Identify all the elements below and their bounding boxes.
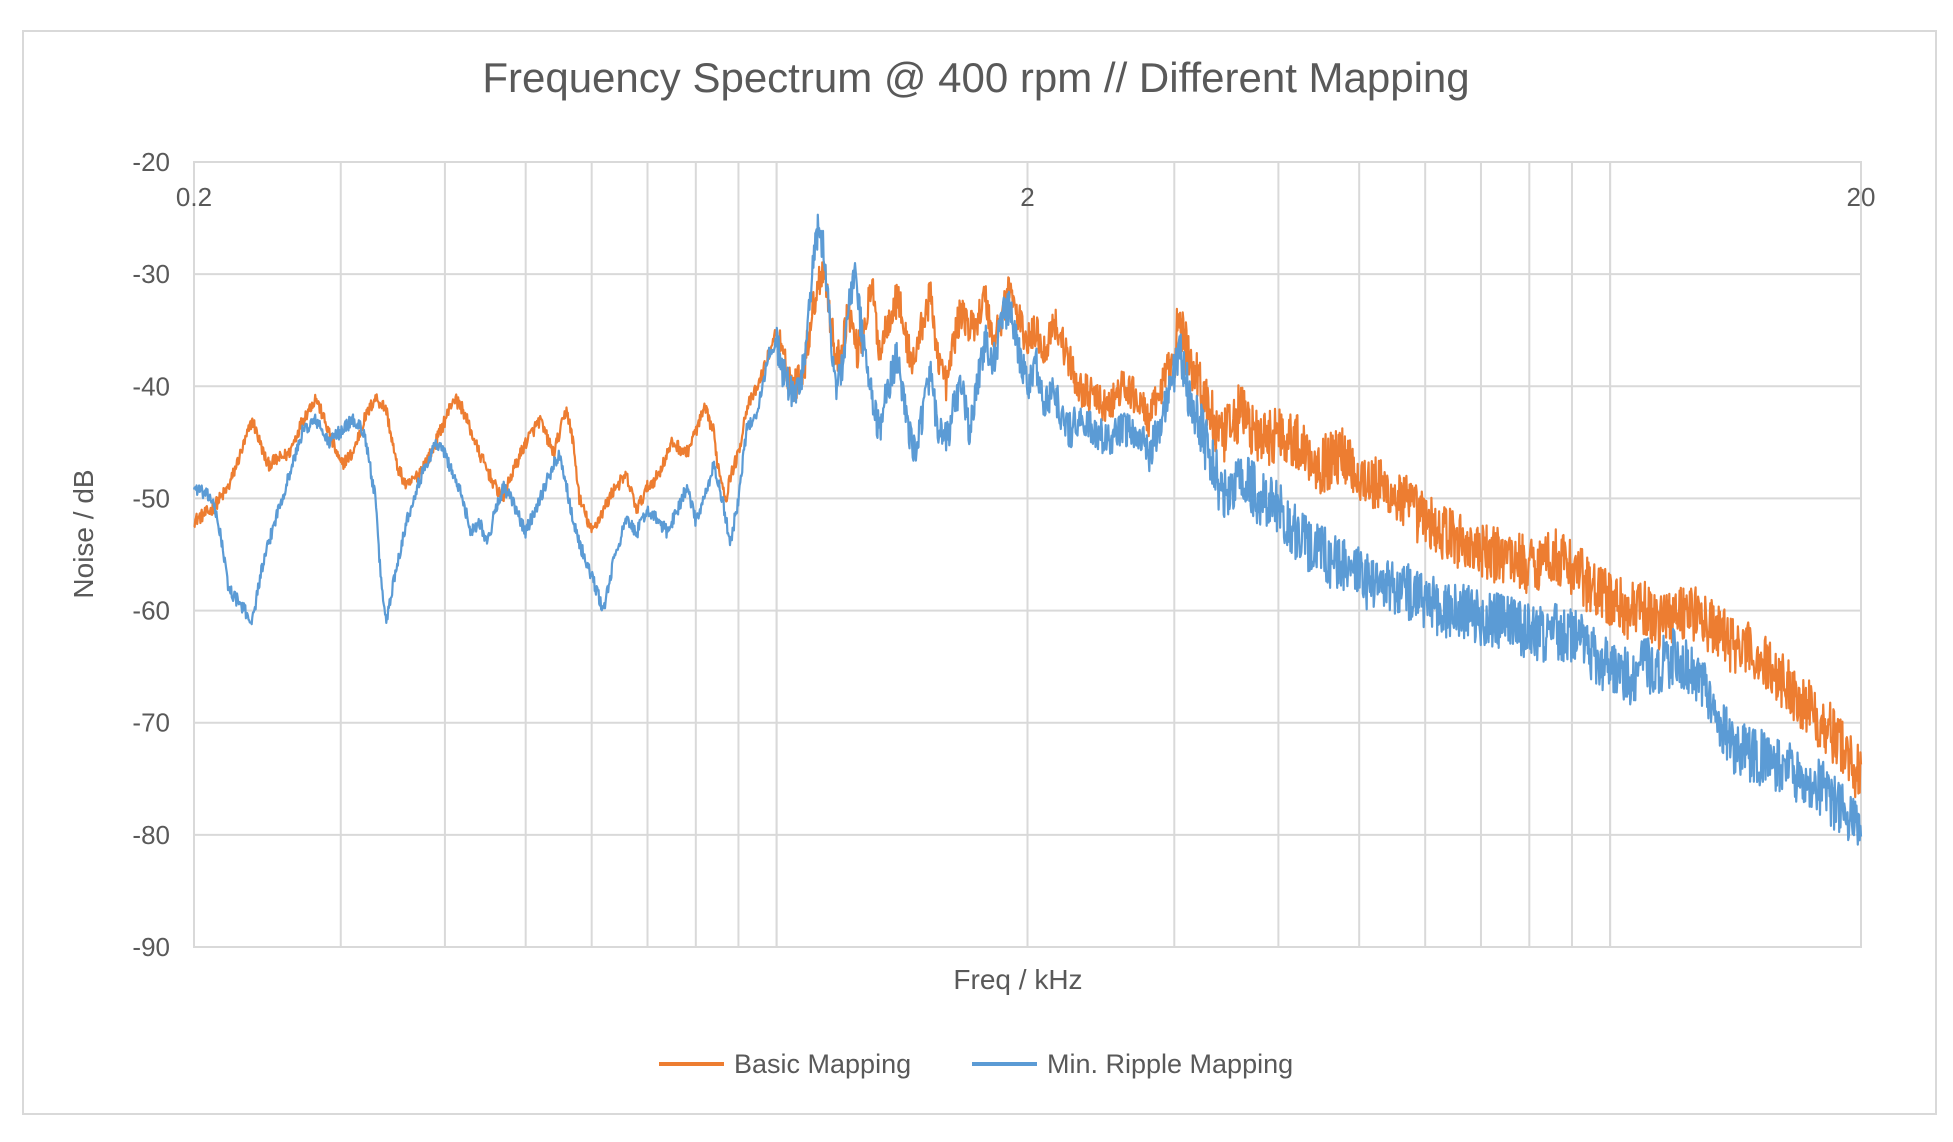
y-tick-label: -70 bbox=[132, 708, 170, 738]
x-tick-label: 20 bbox=[1847, 182, 1876, 212]
series-layer bbox=[192, 213, 1863, 846]
y-tick-label: -30 bbox=[132, 259, 170, 289]
legend: Basic Mapping Min. Ripple Mapping bbox=[659, 1049, 1293, 1079]
y-tick-label: -40 bbox=[132, 371, 170, 401]
chart-title: Frequency Spectrum @ 400 rpm // Differen… bbox=[482, 54, 1469, 101]
plot-area-border bbox=[193, 161, 1862, 948]
y-tick-label: -50 bbox=[132, 483, 170, 513]
grid-layer bbox=[193, 161, 1862, 948]
x-tick-label: 2 bbox=[1020, 182, 1034, 212]
series-line-min-ripple-mapping bbox=[192, 213, 1863, 846]
y-tick-labels: -20 -30 -40 -50 -60 -70 -80 -90 bbox=[132, 147, 170, 962]
legend-label: Min. Ripple Mapping bbox=[1047, 1049, 1293, 1079]
y-axis-title: Noise / dB bbox=[68, 469, 99, 598]
y-tick-label: -90 bbox=[132, 932, 170, 962]
x-tick-label: 0.2 bbox=[176, 182, 212, 212]
y-tick-label: -60 bbox=[132, 596, 170, 626]
legend-label: Basic Mapping bbox=[734, 1049, 911, 1079]
chart-svg: Frequency Spectrum @ 400 rpm // Differen… bbox=[68, 54, 1876, 1079]
y-tick-label: -80 bbox=[132, 820, 170, 850]
y-tick-label: -20 bbox=[132, 147, 170, 177]
x-axis-title: Freq / kHz bbox=[953, 964, 1082, 995]
x-tick-labels: 0.2 2 20 bbox=[176, 182, 1876, 212]
chart-frame: Frequency Spectrum @ 400 rpm // Differen… bbox=[22, 30, 1937, 1115]
series-line-basic-mapping bbox=[193, 261, 1863, 799]
